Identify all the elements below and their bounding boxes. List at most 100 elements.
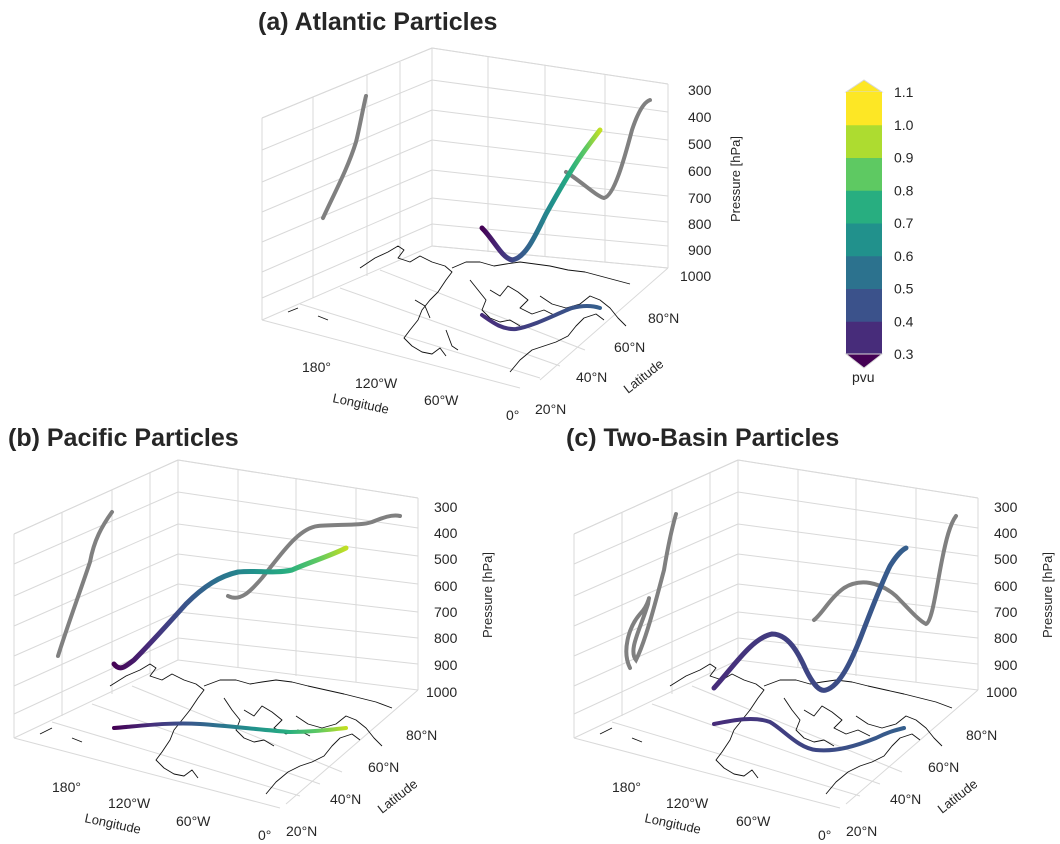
trajectory-back-projection xyxy=(226,513,402,600)
trajectory-back-projection xyxy=(564,98,652,201)
colorbar-segment xyxy=(846,190,882,224)
z-tick: 400 xyxy=(994,525,1018,541)
x-tick: 0° xyxy=(818,827,831,843)
x-tick: 0° xyxy=(258,827,271,843)
y-tick: 40°N xyxy=(576,369,607,385)
z-tick: 1000 xyxy=(986,684,1017,700)
trajectory-side-projection xyxy=(624,512,678,670)
z-tick: 400 xyxy=(688,109,712,125)
x-tick: 60°W xyxy=(176,813,211,829)
z-tick: 700 xyxy=(434,604,458,620)
colorbar-segments xyxy=(846,92,882,355)
y-tick: 40°N xyxy=(330,791,361,807)
z-axis-label: Pressure [hPa] xyxy=(1040,552,1055,638)
colorbar-tick: 0.5 xyxy=(894,281,914,297)
x-tick: 180° xyxy=(52,779,81,795)
colorbar-tick: 1.0 xyxy=(894,117,914,133)
z-tick: 600 xyxy=(994,578,1018,594)
z-tick: 800 xyxy=(434,630,458,646)
colorbar-tick: 0.4 xyxy=(894,313,914,329)
panel-atlantic: (a) Atlantic Particles 300 400 500 600 7… xyxy=(258,8,743,423)
trajectory-back-projection xyxy=(812,514,958,627)
x-tick: 60°W xyxy=(736,813,771,829)
z-axis-label: Pressure [hPa] xyxy=(728,136,743,222)
colorbar-segment xyxy=(846,288,882,322)
y-tick: 60°N xyxy=(368,759,399,775)
colorbar: 0.3 0.4 0.5 0.6 0.7 0.8 0.9 1.0 1.1 pvu xyxy=(844,79,914,385)
colorbar-label: pvu xyxy=(852,369,875,385)
x-tick: 120°W xyxy=(355,375,398,391)
colorbar-segment xyxy=(846,92,882,126)
panel-title: (a) Atlantic Particles xyxy=(258,8,497,36)
y-tick: 80°N xyxy=(648,310,679,326)
y-tick: 80°N xyxy=(406,727,437,743)
z-axis-ticks: 300 400 500 600 700 800 900 1000 xyxy=(426,499,458,700)
coastline xyxy=(599,663,953,795)
y-axis-label: Latitude xyxy=(935,776,981,816)
z-tick: 900 xyxy=(688,242,712,258)
panel-title: (c) Two-Basin Particles xyxy=(566,424,839,452)
colorbar-tick: 0.9 xyxy=(894,150,914,166)
y-tick: 20°N xyxy=(535,401,566,417)
trajectory-side-projection xyxy=(321,94,368,220)
z-tick: 800 xyxy=(688,216,712,232)
colorbar-tick: 0.8 xyxy=(894,182,914,198)
z-axis-ticks: 300 400 500 600 700 800 900 1000 xyxy=(986,499,1018,700)
panel-title: (b) Pacific Particles xyxy=(8,424,239,452)
grid-lines xyxy=(573,459,979,809)
x-tick: 0° xyxy=(506,407,519,423)
trajectory-3d xyxy=(479,127,603,263)
z-tick: 600 xyxy=(434,578,458,594)
x-axis-label: Longitude xyxy=(331,390,390,417)
z-tick: 900 xyxy=(434,657,458,673)
trajectory-shadow xyxy=(480,304,602,332)
z-tick: 1000 xyxy=(426,684,457,700)
trajectory-side-projection xyxy=(56,510,114,658)
x-tick: 120°W xyxy=(108,795,151,811)
y-axis-label: Latitude xyxy=(621,356,667,396)
grid-lines xyxy=(13,459,419,809)
trajectory-shadow xyxy=(112,721,348,735)
z-tick: 700 xyxy=(688,190,712,206)
z-axis-label: Pressure [hPa] xyxy=(480,552,495,638)
panel-pacific: (b) Pacific Particles 300 400 500 600 70… xyxy=(8,424,495,843)
y-tick: 40°N xyxy=(890,791,921,807)
y-tick: 20°N xyxy=(846,823,877,839)
z-tick: 300 xyxy=(434,499,458,515)
z-axis-ticks: 300 400 500 600 700 800 900 1000 xyxy=(680,82,712,284)
y-tick: 60°N xyxy=(928,759,959,775)
trajectory-shadow xyxy=(712,716,906,753)
x-tick: 120°W xyxy=(666,795,709,811)
y-tick: 60°N xyxy=(614,339,645,355)
y-tick: 80°N xyxy=(966,727,997,743)
z-tick: 500 xyxy=(434,551,458,567)
colorbar-under-arrow xyxy=(844,353,884,369)
colorbar-tick: 0.3 xyxy=(894,346,914,362)
colorbar-segment xyxy=(846,157,882,191)
z-tick: 800 xyxy=(994,630,1018,646)
colorbar-segment xyxy=(846,124,882,158)
z-tick: 500 xyxy=(688,136,712,152)
z-tick: 500 xyxy=(994,551,1018,567)
x-axis-label: Longitude xyxy=(83,810,142,837)
x-tick: 180° xyxy=(302,359,331,375)
z-tick: 900 xyxy=(994,657,1018,673)
y-axis-label: Latitude xyxy=(375,776,421,816)
colorbar-segment xyxy=(846,255,882,289)
colorbar-over-arrow xyxy=(844,79,884,93)
z-tick: 600 xyxy=(688,163,712,179)
trajectory-3d xyxy=(711,545,909,693)
z-tick: 700 xyxy=(994,604,1018,620)
x-axis-label: Longitude xyxy=(643,810,702,837)
panel-two-basin: (c) Two-Basin Particles 300 400 500 600 … xyxy=(566,424,1055,843)
coastline xyxy=(39,663,393,795)
colorbar-tick: 0.6 xyxy=(894,248,914,264)
colorbar-tick: 1.1 xyxy=(894,84,914,100)
colorbar-segment xyxy=(846,223,882,257)
grid-lines xyxy=(261,47,669,389)
z-tick: 300 xyxy=(688,82,712,98)
z-tick: 300 xyxy=(994,499,1018,515)
trajectory-3d xyxy=(111,545,349,671)
colorbar-tick: 0.7 xyxy=(894,215,914,231)
